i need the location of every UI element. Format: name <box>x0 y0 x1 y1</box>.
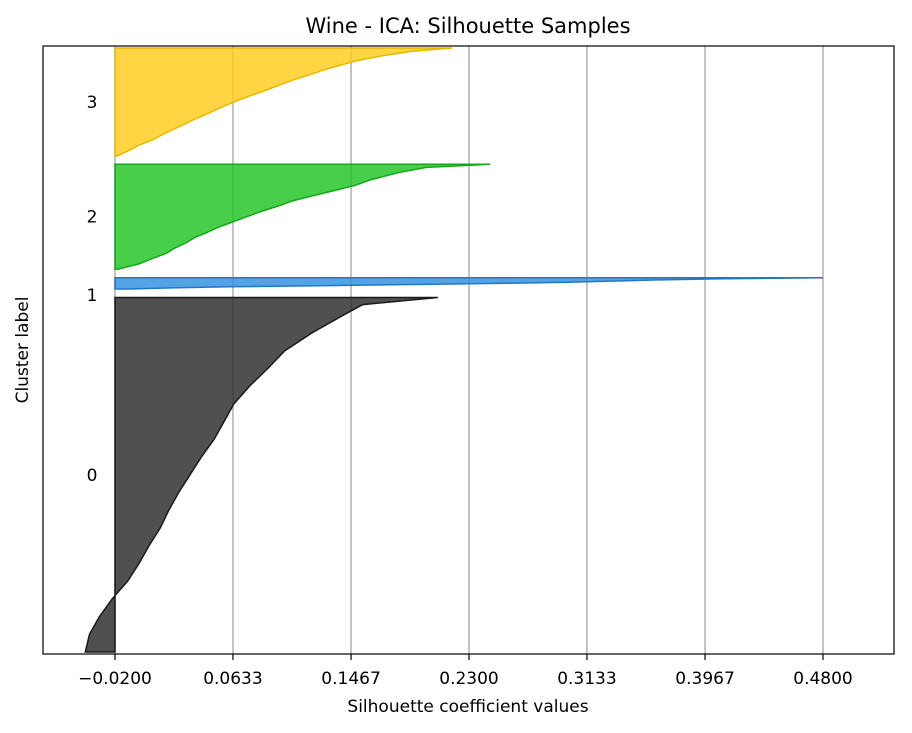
cluster-0-area <box>84 296 438 653</box>
x-tick-label: 0.3133 <box>557 669 616 689</box>
cluster-2-label: 2 <box>87 208 98 228</box>
cluster-2-area <box>114 163 491 270</box>
x-axis-title: Silhouette coefficient values <box>347 697 588 717</box>
x-tick-label: 0.1467 <box>321 669 380 689</box>
cluster-0-label: 0 <box>87 466 98 486</box>
cluster-3-label: 3 <box>87 93 98 113</box>
cluster-1-label: 1 <box>87 286 98 306</box>
x-tick-label: 0.4800 <box>793 669 852 689</box>
y-axis-title: Cluster label <box>13 297 33 404</box>
x-tick-label: 0.2300 <box>439 669 498 689</box>
cluster-areas <box>84 47 824 653</box>
chart-title: Wine - ICA: Silhouette Samples <box>305 14 630 38</box>
x-tick-label: 0.3967 <box>675 669 734 689</box>
y-axis-ticks: 0 1 2 3 <box>87 93 98 486</box>
x-tick-label: −0.0200 <box>78 669 152 689</box>
x-axis-ticks: −0.0200 0.0633 0.1467 0.2300 0.3133 0.3967 0.4… <box>78 654 853 689</box>
cluster-3-area <box>114 47 453 157</box>
cluster-1-area <box>114 276 824 290</box>
x-tick-label: 0.0633 <box>203 669 262 689</box>
